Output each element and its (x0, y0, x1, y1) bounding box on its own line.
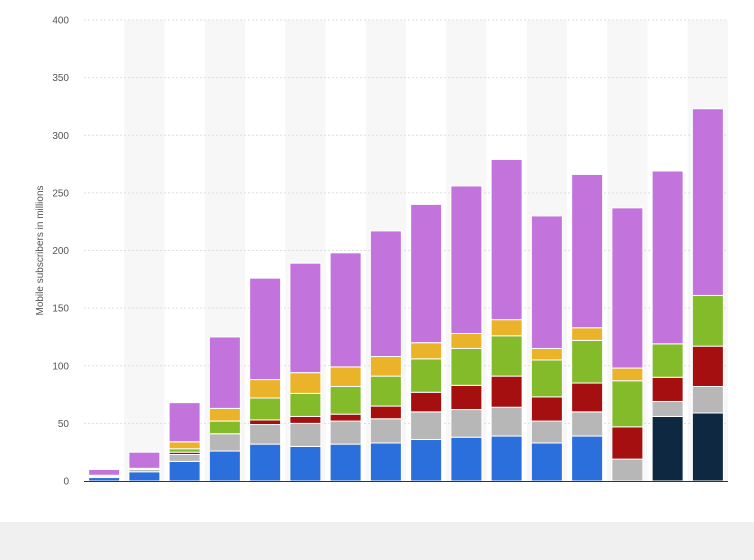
bar-segment[interactable] (530, 215, 563, 349)
bar-segment[interactable] (450, 347, 483, 386)
bar-segment[interactable] (249, 379, 282, 399)
bar-segment[interactable] (490, 319, 523, 337)
bar-segment[interactable] (611, 426, 644, 460)
bar-segment[interactable] (490, 335, 523, 377)
chart-area: 0 50 100 150 200 250 300 350 400 Mobile subscrib… (0, 0, 754, 522)
bar-segment[interactable] (208, 407, 241, 422)
bar-segment[interactable] (410, 203, 443, 344)
bar-segment[interactable] (249, 397, 282, 421)
bar-segment[interactable] (410, 439, 443, 482)
bar-segment[interactable] (249, 443, 282, 482)
bar-segment[interactable] (289, 422, 322, 447)
bar-segment[interactable] (611, 380, 644, 428)
bar-segment[interactable] (168, 460, 201, 482)
bar-segment[interactable] (651, 170, 684, 345)
bar-segment[interactable] (691, 345, 724, 387)
bar-segment[interactable] (369, 405, 402, 420)
bar-segment[interactable] (691, 108, 724, 296)
bar-segment[interactable] (329, 385, 362, 415)
bar-segment[interactable] (329, 413, 362, 422)
bar-segment[interactable] (450, 332, 483, 349)
bar-segment[interactable] (329, 443, 362, 482)
bar-segment[interactable] (168, 453, 201, 462)
bar-segment[interactable] (571, 339, 604, 384)
y-tick-label: 150 (52, 304, 69, 315)
bar-segment[interactable] (530, 420, 563, 444)
bar-segment[interactable] (450, 436, 483, 482)
bar-segment[interactable] (691, 385, 724, 414)
bar-segment[interactable] (530, 442, 563, 482)
bar-segment[interactable] (168, 448, 201, 453)
bar-segment[interactable] (249, 419, 282, 426)
bar-segment[interactable] (490, 406, 523, 437)
bar-segment[interactable] (450, 409, 483, 438)
bar-segment[interactable] (691, 294, 724, 347)
bar-segment[interactable] (289, 445, 322, 482)
bar-segment[interactable] (651, 376, 684, 402)
bar-segment[interactable] (611, 207, 644, 369)
bar-segment[interactable] (490, 375, 523, 408)
bar-segment[interactable] (611, 367, 644, 382)
bar-segment[interactable] (208, 420, 241, 435)
bar-segment[interactable] (329, 252, 362, 368)
y-tick-label: 100 (52, 361, 69, 372)
bar-segment[interactable] (369, 442, 402, 482)
bar-segment[interactable] (410, 358, 443, 393)
y-tick-label: 0 (63, 477, 69, 488)
bar-segment[interactable] (651, 415, 684, 482)
bar-segment[interactable] (651, 343, 684, 378)
bar-segment[interactable] (168, 402, 201, 443)
bar-segment[interactable] (410, 411, 443, 441)
bar-segment[interactable] (369, 356, 402, 377)
bar-segment[interactable] (208, 450, 241, 482)
bar-segment[interactable] (369, 418, 402, 444)
bar-segment[interactable] (450, 185, 483, 334)
bar-segment[interactable] (369, 230, 402, 358)
bar-segment[interactable] (450, 384, 483, 411)
bar-segment[interactable] (410, 391, 443, 413)
bar-segment[interactable] (530, 347, 563, 361)
bar-segment[interactable] (289, 392, 322, 417)
bar-segment[interactable] (249, 424, 282, 445)
bar-segment[interactable] (571, 327, 604, 341)
bar-segment[interactable] (289, 262, 322, 374)
bar-segment[interactable] (571, 435, 604, 482)
bar-segment[interactable] (329, 366, 362, 387)
bar-segment[interactable] (128, 451, 161, 469)
bar-segment[interactable] (571, 382, 604, 413)
bar-segment[interactable] (611, 458, 644, 482)
y-tick-label: 400 (52, 16, 69, 27)
bar-segment[interactable] (571, 411, 604, 437)
bar-segment[interactable] (571, 173, 604, 329)
bar-segment[interactable] (88, 468, 121, 476)
y-tick-label: 300 (52, 131, 69, 142)
y-tick-label: 250 (52, 188, 69, 199)
y-tick-labels: 0 50 100 150 200 250 300 350 400 (52, 16, 69, 488)
bar-segment[interactable] (369, 375, 402, 407)
bar-segment[interactable] (329, 420, 362, 445)
bar-segment[interactable] (490, 435, 523, 482)
bar-segment[interactable] (128, 471, 161, 482)
y-axis-title: Mobile subscribers in millions (35, 185, 46, 315)
y-tick-label: 350 (52, 73, 69, 84)
bar-segment[interactable] (691, 412, 724, 482)
y-tick-label: 200 (52, 246, 69, 257)
y-tick-label: 50 (58, 419, 70, 430)
bar-segment[interactable] (168, 441, 201, 450)
bar-segment[interactable] (249, 277, 282, 381)
bar-segment[interactable] (289, 415, 322, 424)
bar-segment[interactable] (208, 433, 241, 452)
bar-segment[interactable] (530, 396, 563, 422)
bar-segment[interactable] (208, 336, 241, 409)
bar-segment[interactable] (410, 342, 443, 360)
bar-series (88, 108, 724, 482)
bar-segment[interactable] (289, 372, 322, 394)
stacked-bar-chart: 0 50 100 150 200 250 300 350 400 Mobile subscrib… (35, 16, 728, 488)
bar-segment[interactable] (651, 400, 684, 417)
bar-segment[interactable] (530, 359, 563, 398)
bar-segment[interactable] (88, 477, 121, 482)
bar-segment[interactable] (490, 158, 523, 321)
